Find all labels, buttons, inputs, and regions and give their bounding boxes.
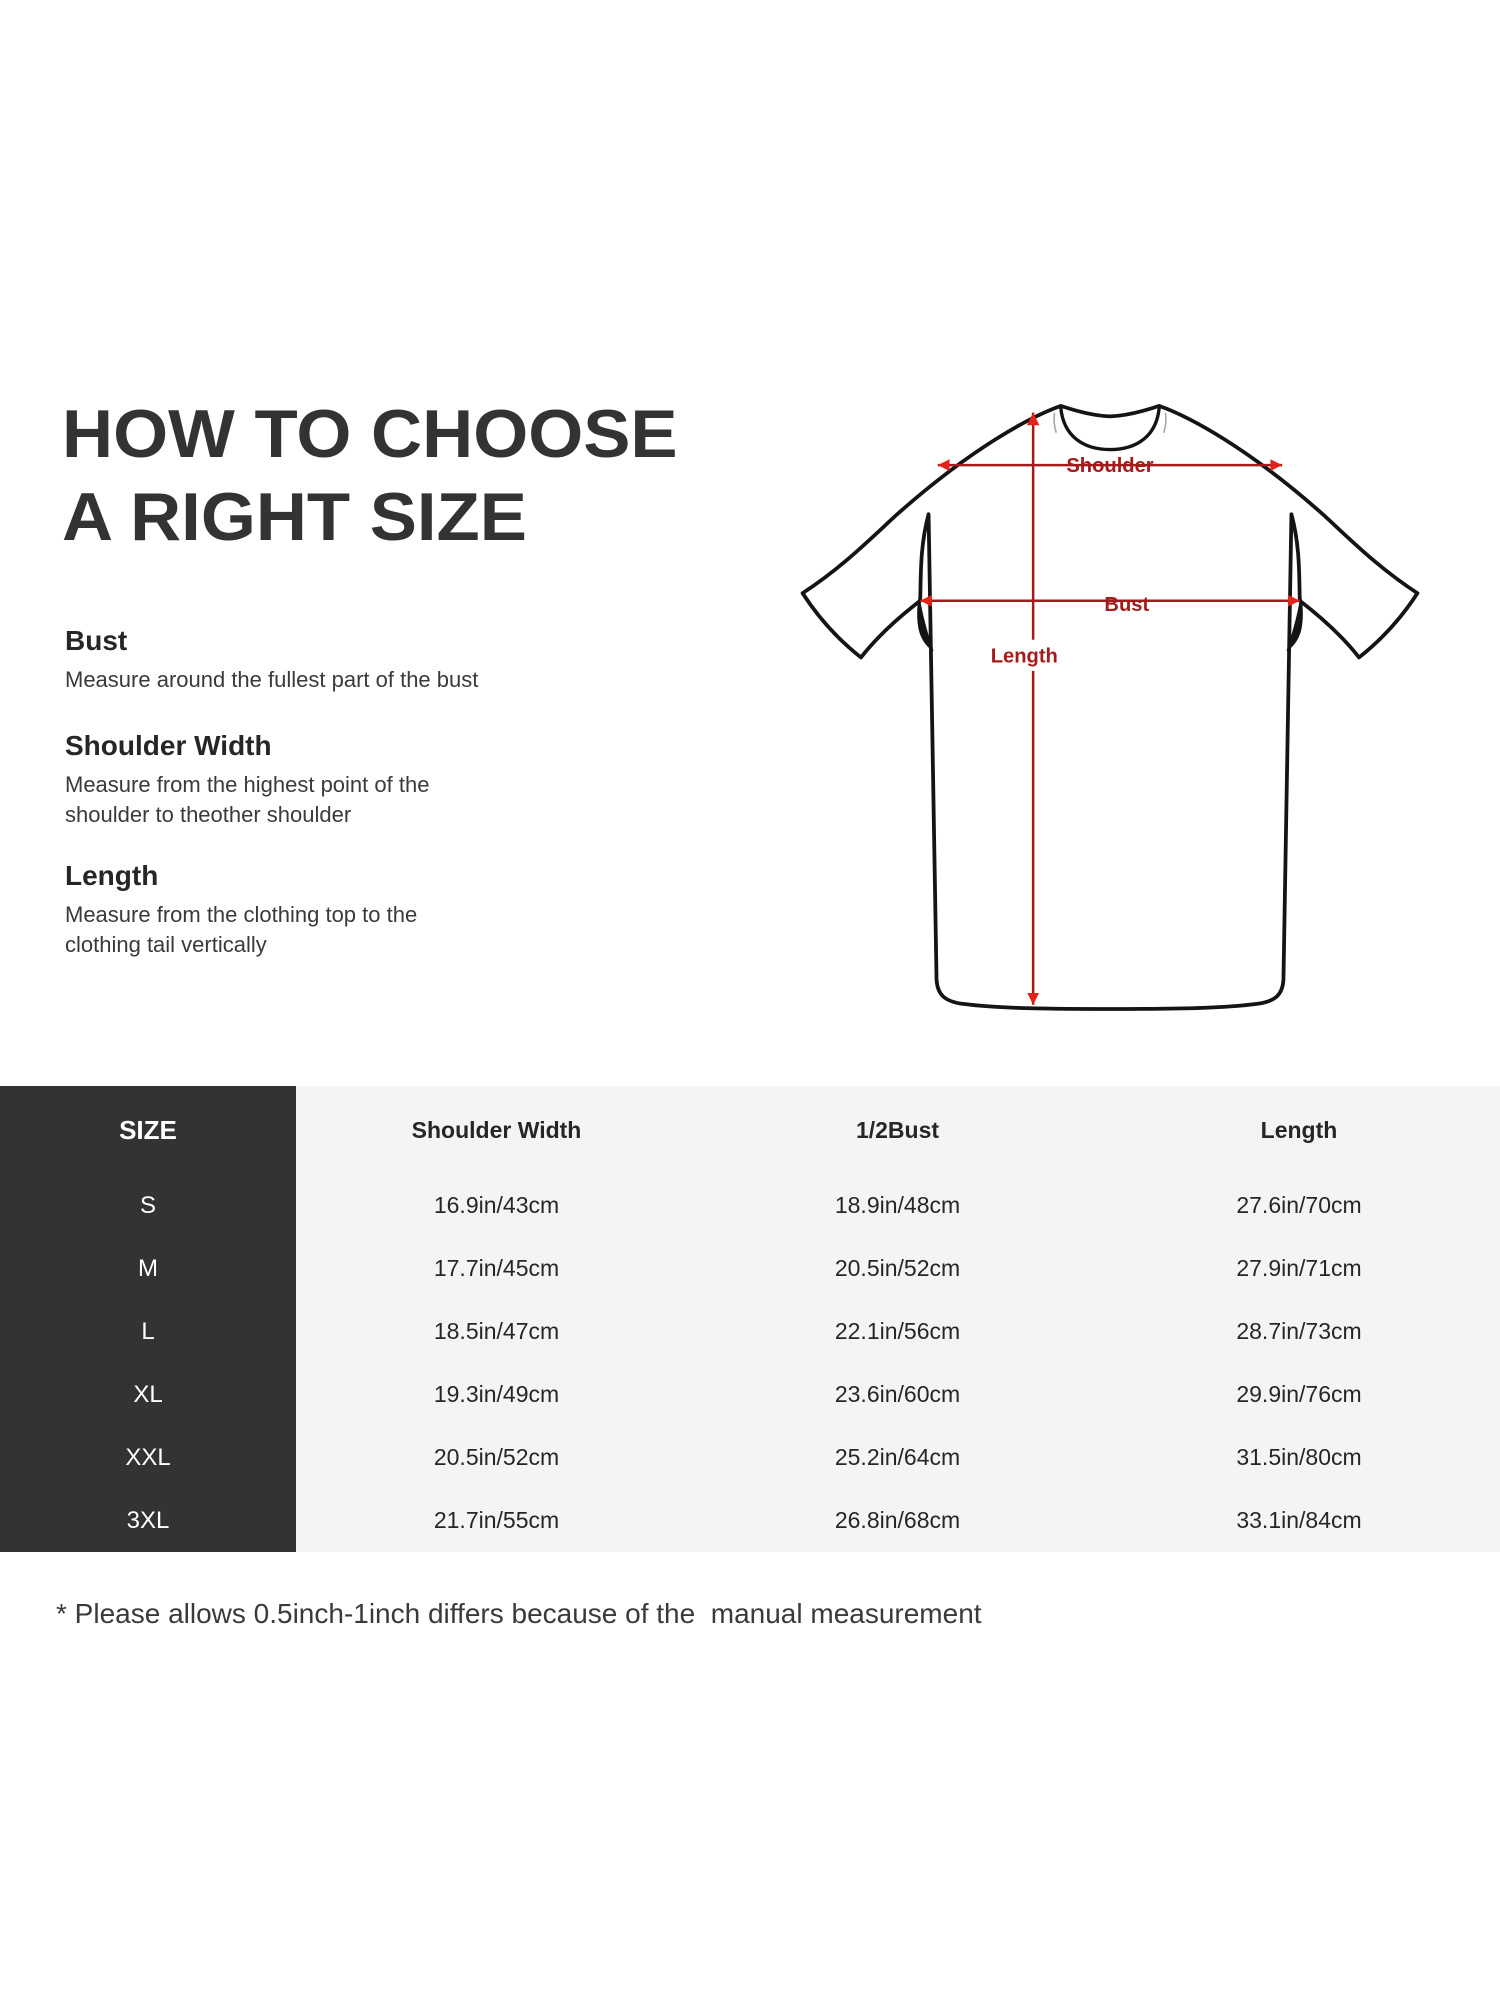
svg-text:Length: Length <box>991 645 1058 667</box>
svg-text:Shoulder: Shoulder <box>1066 455 1153 477</box>
svg-text:Bust: Bust <box>1104 594 1149 616</box>
